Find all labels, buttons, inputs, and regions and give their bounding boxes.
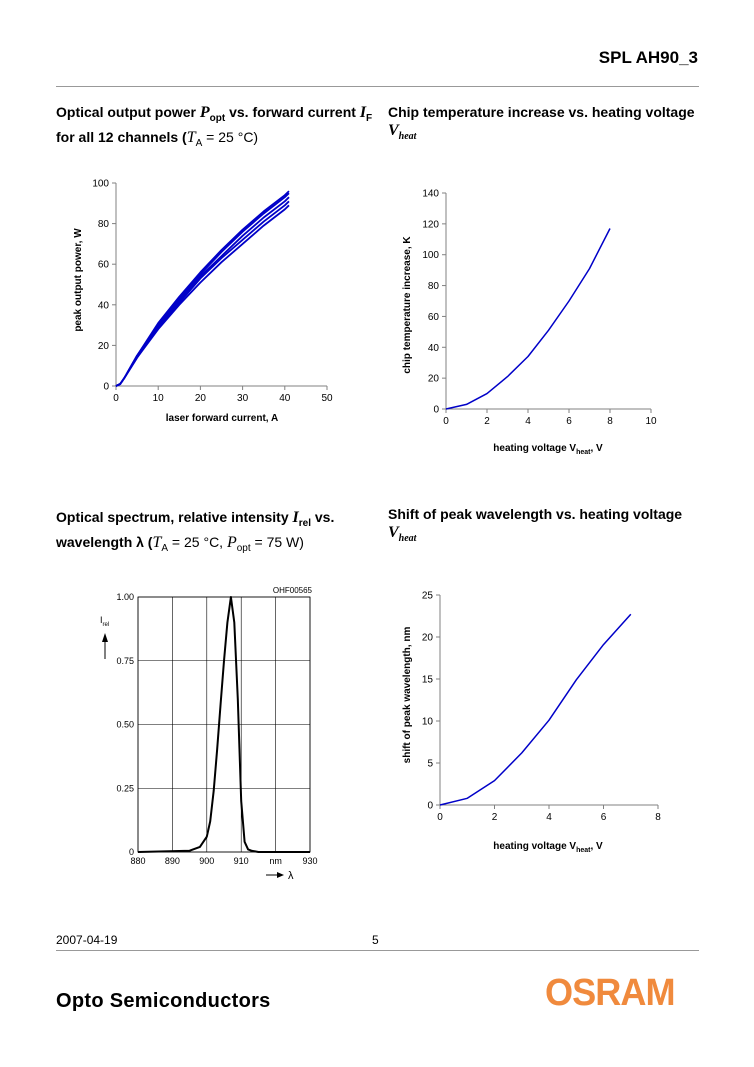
series-line-1 xyxy=(115,204,290,387)
y-tick-label: 20 xyxy=(428,374,440,385)
y-tick-label: 10 xyxy=(422,717,434,728)
y-tick-label: 0 xyxy=(103,382,109,393)
x-tick-label: 0 xyxy=(113,393,119,404)
document-id: SPL AH90_3 xyxy=(598,48,698,67)
x-axis-arrow xyxy=(266,872,284,878)
x-tick-label: 10 xyxy=(153,393,165,404)
chart-code: OHF00565 xyxy=(273,586,313,595)
y-tick-label: 5 xyxy=(427,759,433,770)
series-line-2 xyxy=(115,200,290,387)
y-tick-label: 0 xyxy=(427,801,433,812)
footer-date: 2007-04-19 xyxy=(56,933,118,947)
caption-optical-power: Optical output power Popt vs. forward cu… xyxy=(56,104,373,149)
y-axis-arrow xyxy=(102,633,108,659)
y-tick-label: 15 xyxy=(422,675,434,686)
x-tick-label: 4 xyxy=(525,416,531,427)
x-tick-label: 50 xyxy=(321,393,333,404)
x-tick-label: 900 xyxy=(199,856,214,866)
x-tick-label: 2 xyxy=(484,416,490,427)
y-axis-label: chip temperature increase, K xyxy=(402,236,413,374)
chart-optical-power: peak output power, W laser forward curre… xyxy=(73,179,333,425)
x-tick-label: nm xyxy=(269,856,282,866)
footer-rule xyxy=(56,950,699,951)
chart-wavelength-shift: shift of peak wavelength, nm heating vol… xyxy=(402,591,661,855)
x-tick-label: 30 xyxy=(237,393,249,404)
x-tick-label: 2 xyxy=(492,812,498,823)
x-tick-label: 4 xyxy=(546,812,552,823)
x-tick-label: 880 xyxy=(130,856,145,866)
x-tick-label: 0 xyxy=(443,416,449,427)
header-rule xyxy=(56,86,699,87)
chart-optical-spectrum: OHF00565 Irel λ 880 890 900 910 nm 930 0 0.25 0.… xyxy=(100,586,318,882)
y-tick-label: 60 xyxy=(428,312,440,323)
y-tick-label: 0 xyxy=(433,405,439,416)
series-line-5 xyxy=(115,190,290,387)
spectrum-line xyxy=(137,596,310,853)
y-tick-label: 80 xyxy=(98,219,110,230)
x-tick-label: 910 xyxy=(234,856,249,866)
y-tick-label: 80 xyxy=(428,281,440,292)
y-tick-label: 40 xyxy=(98,300,110,311)
plot-area xyxy=(137,596,311,853)
y-tick-label: 20 xyxy=(98,341,110,352)
y-tick-label: 140 xyxy=(422,189,439,200)
chart-chip-temperature: chip temperature increase, K heating vol… xyxy=(402,189,657,457)
x-tick-label: 8 xyxy=(607,416,613,427)
y-axis-label-text: peak output power, W xyxy=(73,228,84,332)
y-tick-label: 100 xyxy=(422,250,439,261)
x-axis-label: heating voltage Vheat, V xyxy=(493,841,603,854)
x-axis-label: λ xyxy=(288,870,294,882)
page-number: 5 xyxy=(372,933,379,947)
y-tick-label: 100 xyxy=(92,179,109,190)
x-tick-label: 10 xyxy=(645,416,657,427)
x-tick-label: 0 xyxy=(437,812,443,823)
y-axis-label: peak output power, W xyxy=(73,228,84,332)
y-axis-label: Irel xyxy=(100,615,109,628)
y-axis-label: shift of peak wavelength, nm xyxy=(402,627,413,764)
y-tick-label: 40 xyxy=(428,343,440,354)
x-tick-label: 40 xyxy=(279,393,291,404)
series-line-1 xyxy=(445,228,611,410)
y-tick-label: 25 xyxy=(422,591,434,602)
series-line-1 xyxy=(439,613,632,806)
caption-optical-spectrum: Optical spectrum, relative intensity Ire… xyxy=(56,509,335,554)
y-tick-label: 20 xyxy=(422,633,434,644)
x-tick-label: 6 xyxy=(566,416,572,427)
x-tick-label: 890 xyxy=(165,856,180,866)
osram-logo: OSRAM xyxy=(545,972,676,1014)
y-tick-label: 1.00 xyxy=(116,592,134,602)
x-tick-label: 8 xyxy=(655,812,661,823)
y-tick-label: 0.25 xyxy=(116,783,134,793)
x-axis-label: heating voltage Vheat, V xyxy=(493,443,603,456)
x-tick-label: 930 xyxy=(302,856,317,866)
y-tick-label: 0.50 xyxy=(116,720,134,730)
caption-wavelength-shift: Shift of peak wavelength vs. heating vol… xyxy=(388,506,683,545)
x-tick-label: 6 xyxy=(601,812,607,823)
y-tick-label: 120 xyxy=(422,219,439,230)
y-tick-label: 0 xyxy=(129,847,134,857)
brand-name: Opto Semiconductors xyxy=(56,990,271,1012)
y-tick-label: 0.75 xyxy=(116,656,134,666)
y-tick-label: 60 xyxy=(98,260,110,271)
x-axis-label: laser forward current, A xyxy=(166,413,278,424)
x-tick-label: 20 xyxy=(195,393,207,404)
caption-chip-temperature: Chip temperature increase vs. heating vo… xyxy=(388,104,695,143)
